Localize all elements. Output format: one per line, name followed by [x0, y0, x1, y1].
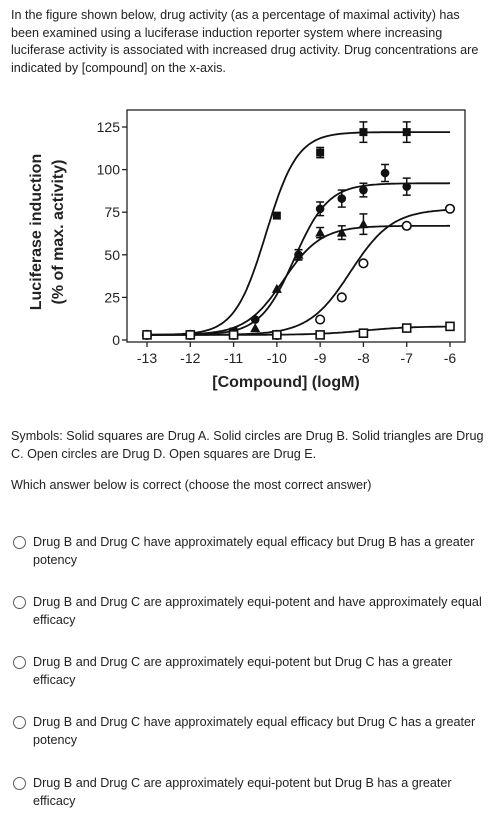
y-tick-label: 0 — [112, 332, 120, 348]
data-point-square-open — [315, 330, 325, 340]
answer-option-4[interactable]: Drug B and Drug C have approximately equ… — [13, 714, 489, 749]
data-point-circle-open — [358, 258, 369, 269]
x-axis-label: [Compound] (logM) — [212, 374, 360, 391]
fit-curve-3 — [147, 224, 450, 336]
data-point-circle-filled — [315, 204, 325, 214]
y-tick-label: 50 — [104, 247, 120, 263]
fit-curve-5 — [147, 325, 450, 336]
y-tick-label: 75 — [104, 204, 120, 220]
data-point-circle-open — [444, 203, 456, 214]
chart-svg: 0 25 50 75 100 125 -13 -12 -11 -10 -9 -8 -7 -6 [Compou… — [28, 109, 466, 391]
radio-button-icon[interactable] — [13, 536, 26, 549]
data-point-square-filled — [359, 128, 368, 137]
y-tick-label: 25 — [104, 289, 120, 305]
data-point-triangle-filled — [358, 219, 369, 229]
radio-button-icon[interactable] — [13, 656, 26, 669]
fit-curve-1 — [147, 131, 450, 336]
data-point-square-open — [272, 330, 282, 340]
radio-button-icon[interactable] — [13, 777, 26, 790]
data-point-triangle-filled — [250, 323, 261, 333]
question-intro-text: In the figure shown below, drug activity… — [11, 8, 479, 75]
answer-option-label: Drug B and Drug C are approximately equi… — [33, 655, 453, 687]
data-point-square-open — [185, 330, 196, 340]
data-point-square-open — [358, 328, 369, 338]
y-axis-label-line-1: Luciferase induction — [28, 154, 45, 310]
dose-response-chart: 0 25 50 75 100 125 -13 -12 -11 -10 -9 -8 -7 -6 [Compou… — [20, 100, 490, 400]
data-point-circle-open — [336, 292, 347, 303]
data-point-circle-filled — [337, 194, 347, 203]
data-point-triangle-filled — [293, 249, 304, 259]
x-tick-label: -11 — [224, 350, 243, 366]
answer-option-3[interactable]: Drug B and Drug C are approximately equi… — [13, 654, 489, 689]
x-tick-label: -8 — [357, 350, 370, 366]
data-point-square-filled — [402, 128, 411, 137]
data-point-circle-open — [401, 220, 412, 231]
answer-option-label: Drug B and Drug C are approximately equi… — [33, 595, 482, 627]
radio-button-icon[interactable] — [13, 716, 26, 729]
answer-option-label: Drug B and Drug C have approximately equ… — [33, 535, 475, 567]
x-tick-label: -12 — [180, 350, 200, 366]
radio-button-icon[interactable] — [13, 596, 26, 609]
answer-option-2[interactable]: Drug B and Drug C are approximately equi… — [13, 594, 489, 629]
data-point-triangle-filled — [315, 227, 326, 237]
answer-option-label: Drug B and Drug C are approximately equi… — [33, 776, 452, 808]
question-prompt: Which answer below is correct (choose th… — [11, 478, 372, 492]
data-point-square-open — [401, 323, 412, 333]
data-point-circle-filled — [359, 185, 368, 195]
x-tick-label: -6 — [444, 350, 457, 366]
data-point-triangle-filled — [336, 227, 347, 237]
answer-option-1[interactable]: Drug B and Drug C have approximately equ… — [13, 534, 489, 569]
y-axis-label-line-2: (% of max. activity) — [50, 160, 67, 305]
answer-option-label: Drug B and Drug C have approximately equ… — [33, 715, 476, 747]
symbols-legend-text: Symbols: Solid squares are Drug A. Solid… — [11, 429, 484, 461]
data-point-square-filled — [316, 148, 325, 157]
data-point-square-open — [142, 330, 152, 340]
x-tick-label: -7 — [400, 350, 413, 366]
x-tick-label: -13 — [137, 350, 157, 366]
data-point-circle-open — [315, 314, 326, 325]
answer-option-5[interactable]: Drug B and Drug C are approximately equi… — [13, 775, 489, 810]
x-tick-label: -9 — [314, 350, 327, 366]
data-point-square-open — [445, 321, 455, 332]
data-point-square-open — [228, 330, 239, 340]
x-tick-label: -10 — [267, 350, 287, 366]
data-point-square-filled — [272, 211, 281, 220]
data-point-triangle-filled — [271, 283, 282, 293]
data-point-circle-filled — [402, 182, 412, 191]
y-tick-label: 100 — [97, 162, 121, 178]
plot-frame — [126, 109, 466, 343]
data-point-circle-filled — [380, 168, 390, 178]
y-tick-label: 125 — [97, 119, 121, 135]
data-point-circle-filled — [250, 315, 260, 324]
